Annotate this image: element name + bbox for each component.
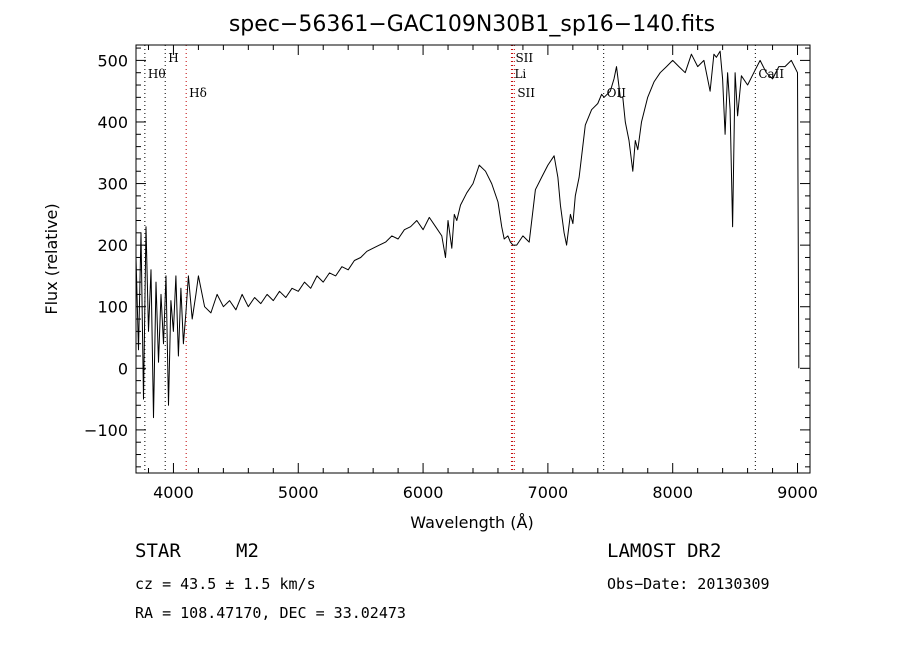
y-tick-label-6: 500 xyxy=(97,51,128,70)
x-tick-label-3: 7000 xyxy=(528,483,569,502)
y-tick-label-2: 100 xyxy=(97,298,128,317)
line-label-1: H xyxy=(168,51,178,65)
x-tick-label-0: 4000 xyxy=(153,483,194,502)
y-tick-label-1: 0 xyxy=(118,359,128,378)
y-tick-label-0: −100 xyxy=(84,421,128,440)
survey-name: LAMOST DR2 xyxy=(607,540,722,562)
object-type: STAR xyxy=(135,540,181,562)
coordinates: RA = 108.47170, DEC = 33.02473 xyxy=(135,604,406,622)
line-label-4: Li xyxy=(514,67,526,81)
y-tick-label-4: 300 xyxy=(97,175,128,194)
line-label-2: Hδ xyxy=(189,86,207,100)
subclass: M2 xyxy=(236,540,259,562)
observation-date: Obs−Date: 20130309 xyxy=(607,575,770,593)
redshift-cz: cz = 43.5 ± 1.5 km/s xyxy=(135,575,316,593)
y-tick-label-3: 200 xyxy=(97,236,128,255)
plot-frame xyxy=(135,44,811,474)
x-tick-label-4: 8000 xyxy=(652,483,693,502)
line-label-3: SII xyxy=(515,51,533,65)
x-axis-label: Wavelength (Å) xyxy=(410,513,533,532)
series-layer xyxy=(135,50,800,419)
line-label-7: CaII xyxy=(758,67,784,81)
spectrum-line-0 xyxy=(135,50,800,419)
line-label-6: OII xyxy=(607,86,627,100)
y-axis-ticks: −100 0 100 200 300 400 500 xyxy=(84,47,810,468)
line-label-0: Hθ xyxy=(148,67,166,81)
y-tick-label-5: 400 xyxy=(97,113,128,132)
spectral-line-markers: HθH Hδ SII Li SII OII CaII xyxy=(144,45,784,473)
x-tick-label-1: 5000 xyxy=(278,483,319,502)
x-tick-label-5: 9000 xyxy=(777,483,818,502)
x-axis-ticks: 4000 5000 6000 7000 8000 9000 xyxy=(147,45,818,502)
line-label-5: SII xyxy=(517,86,535,100)
y-axis-label: Flux (relative) xyxy=(42,203,61,314)
chart-title: spec−56361−GAC109N30B1_sp16−140.fits xyxy=(229,12,715,37)
x-tick-label-2: 6000 xyxy=(403,483,444,502)
